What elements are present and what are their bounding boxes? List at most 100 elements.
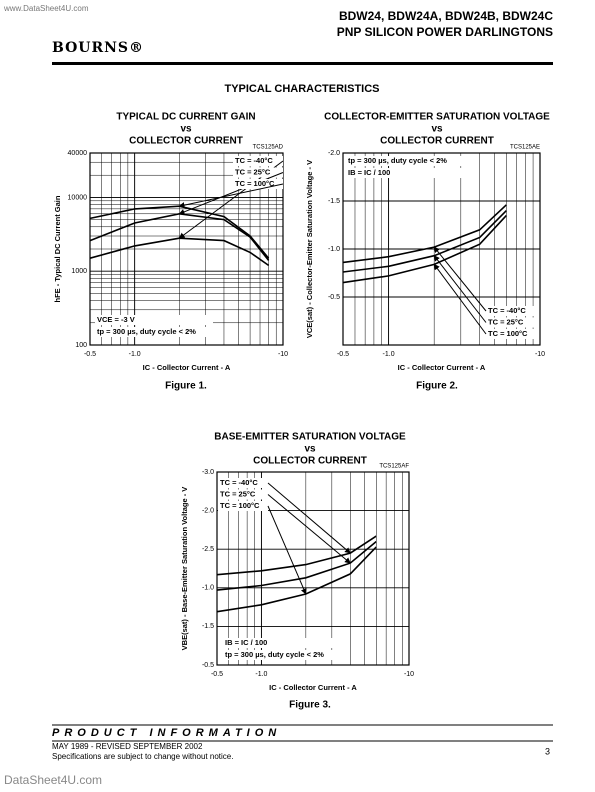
x-tick-label: -0.5 [211, 671, 223, 678]
figure-code: TCS125AD [253, 145, 284, 151]
legend-arrow [433, 255, 487, 323]
legend-bg [486, 306, 536, 316]
y-tick-label: -1.5 [202, 623, 214, 630]
x-tick-label: -10 [278, 351, 288, 358]
legend-bg [233, 179, 283, 189]
note-bg [346, 156, 464, 166]
chart-title: COLLECTOR-EMITTER SATURATION VOLTAGE [324, 112, 550, 123]
legend-arrow [267, 505, 307, 595]
legend-label: TC = 100°C [488, 329, 528, 338]
legend-label: TC = 25°C [235, 167, 271, 176]
legend-bg [233, 167, 283, 178]
legend-bg [218, 478, 268, 488]
footer-banner: PRODUCT INFORMATION [52, 727, 281, 739]
subtitle: PNP SILICON POWER DARLINGTONS [337, 25, 553, 39]
x-tick-label: -1.0 [255, 671, 267, 678]
y-tick-label: 100 [75, 342, 87, 349]
legend-bg [218, 489, 268, 500]
legend-label: TC = 100°C [220, 501, 260, 510]
note: tp = 300 µs, duty cycle < 2% [225, 650, 324, 659]
x-tick-label: -0.5 [84, 351, 96, 358]
y-tick-label: -3.0 [202, 469, 214, 476]
x-axis-label: IC - Collector Current - A [398, 363, 486, 372]
curve [216, 540, 377, 591]
chart-title: TYPICAL DC CURRENT GAIN [116, 112, 255, 123]
section-title: TYPICAL CHARACTERISTICS [224, 83, 379, 95]
y-tick-label: 40000 [68, 150, 88, 157]
y-tick-label: -1.0 [202, 585, 214, 592]
note-bg [346, 168, 464, 178]
note-bg [95, 315, 213, 325]
y-tick-label: 10000 [68, 194, 88, 201]
y-tick-label: -1.5 [328, 198, 340, 205]
figure-code: TCS125AE [510, 145, 540, 151]
footer-date: MAY 1989 - REVISED SEPTEMBER 2002 [52, 742, 203, 751]
logo: BOURNS® [52, 40, 144, 56]
y-tick-label: -1.0 [328, 246, 340, 253]
curve [89, 237, 270, 267]
footer-notice: Specifications are subject to change wit… [52, 752, 233, 761]
legend-arrow [433, 246, 487, 312]
legend-bg [486, 329, 536, 339]
x-tick-label: -0.5 [337, 351, 349, 358]
legend-arrow [267, 482, 351, 554]
x-tick-label: -10 [535, 351, 545, 358]
watermark: www.DataSheet4U.com [3, 4, 89, 13]
legend-label: TC = 25°C [220, 489, 256, 498]
x-axis-label: IC - Collector Current - A [143, 363, 231, 372]
curve [89, 205, 270, 259]
chart-title: vs [180, 124, 192, 135]
y-tick-label: -0.5 [202, 662, 214, 669]
plot-frame [89, 152, 284, 346]
note: IB = IC / 100 [225, 638, 267, 647]
legend-arrow [267, 494, 351, 564]
note: VCE = -3 V [97, 315, 135, 324]
figure-code: TCS125AF [379, 464, 409, 470]
x-tick-label: -1.0 [383, 351, 395, 358]
legend-label: TC = -40°C [488, 306, 526, 315]
chart-title: COLLECTOR CURRENT [129, 136, 243, 147]
plot-frame [342, 152, 541, 346]
chart-title: COLLECTOR CURRENT [380, 136, 494, 147]
y-axis-label: VBE(sat) - Base-Emitter Saturation Volta… [180, 487, 189, 651]
chart-title: COLLECTOR CURRENT [253, 456, 367, 467]
legend-label: TC = -40°C [220, 478, 258, 487]
curve [342, 204, 507, 264]
part-numbers: BDW24, BDW24A, BDW24B, BDW24C [339, 9, 553, 23]
plot-frame [216, 471, 410, 666]
y-axis-label: VCE(sat) - Collector-Emitter Saturation … [305, 160, 314, 338]
footer-watermark: DataSheet4U.com [4, 773, 102, 787]
header-rule [52, 62, 553, 65]
y-tick-label: -2.5 [202, 546, 214, 553]
legend-bg [218, 501, 268, 511]
legend-label: TC = 25°C [488, 317, 524, 326]
chart-title: BASE-EMITTER SATURATION VOLTAGE [214, 432, 406, 443]
legend-label: TC = -40°C [235, 156, 273, 165]
note-bg [95, 327, 213, 337]
note: tp = 300 µs, duty cycle < 2% [97, 327, 196, 336]
y-tick-label: 1000 [71, 268, 87, 275]
curve [89, 212, 270, 261]
note-bg [223, 638, 341, 648]
x-tick-label: -1.0 [129, 351, 141, 358]
legend-label: TC = 100°C [235, 179, 275, 188]
y-axis-label: hFE - Typical DC Current Gain [53, 195, 62, 302]
y-tick-label: -0.5 [328, 294, 340, 301]
legend-bg [486, 317, 536, 328]
legend-arrow [433, 263, 487, 335]
chart-title: vs [431, 124, 443, 135]
note: tp = 300 µs, duty cycle < 2% [348, 156, 447, 165]
y-tick-label: -2.0 [328, 150, 340, 157]
chart-title: vs [304, 444, 316, 455]
note: IB = IC / 100 [348, 168, 390, 177]
curve [216, 535, 377, 576]
x-axis-label: IC - Collector Current - A [269, 683, 357, 692]
y-tick-label: -2.0 [202, 507, 214, 514]
figure-caption: Figure 3. [289, 700, 331, 711]
legend-arrow [178, 183, 284, 209]
x-tick-label: -10 [404, 671, 414, 678]
figure-caption: Figure 1. [165, 381, 207, 392]
figure-caption: Figure 2. [416, 381, 458, 392]
page-number: 3 [545, 746, 550, 756]
